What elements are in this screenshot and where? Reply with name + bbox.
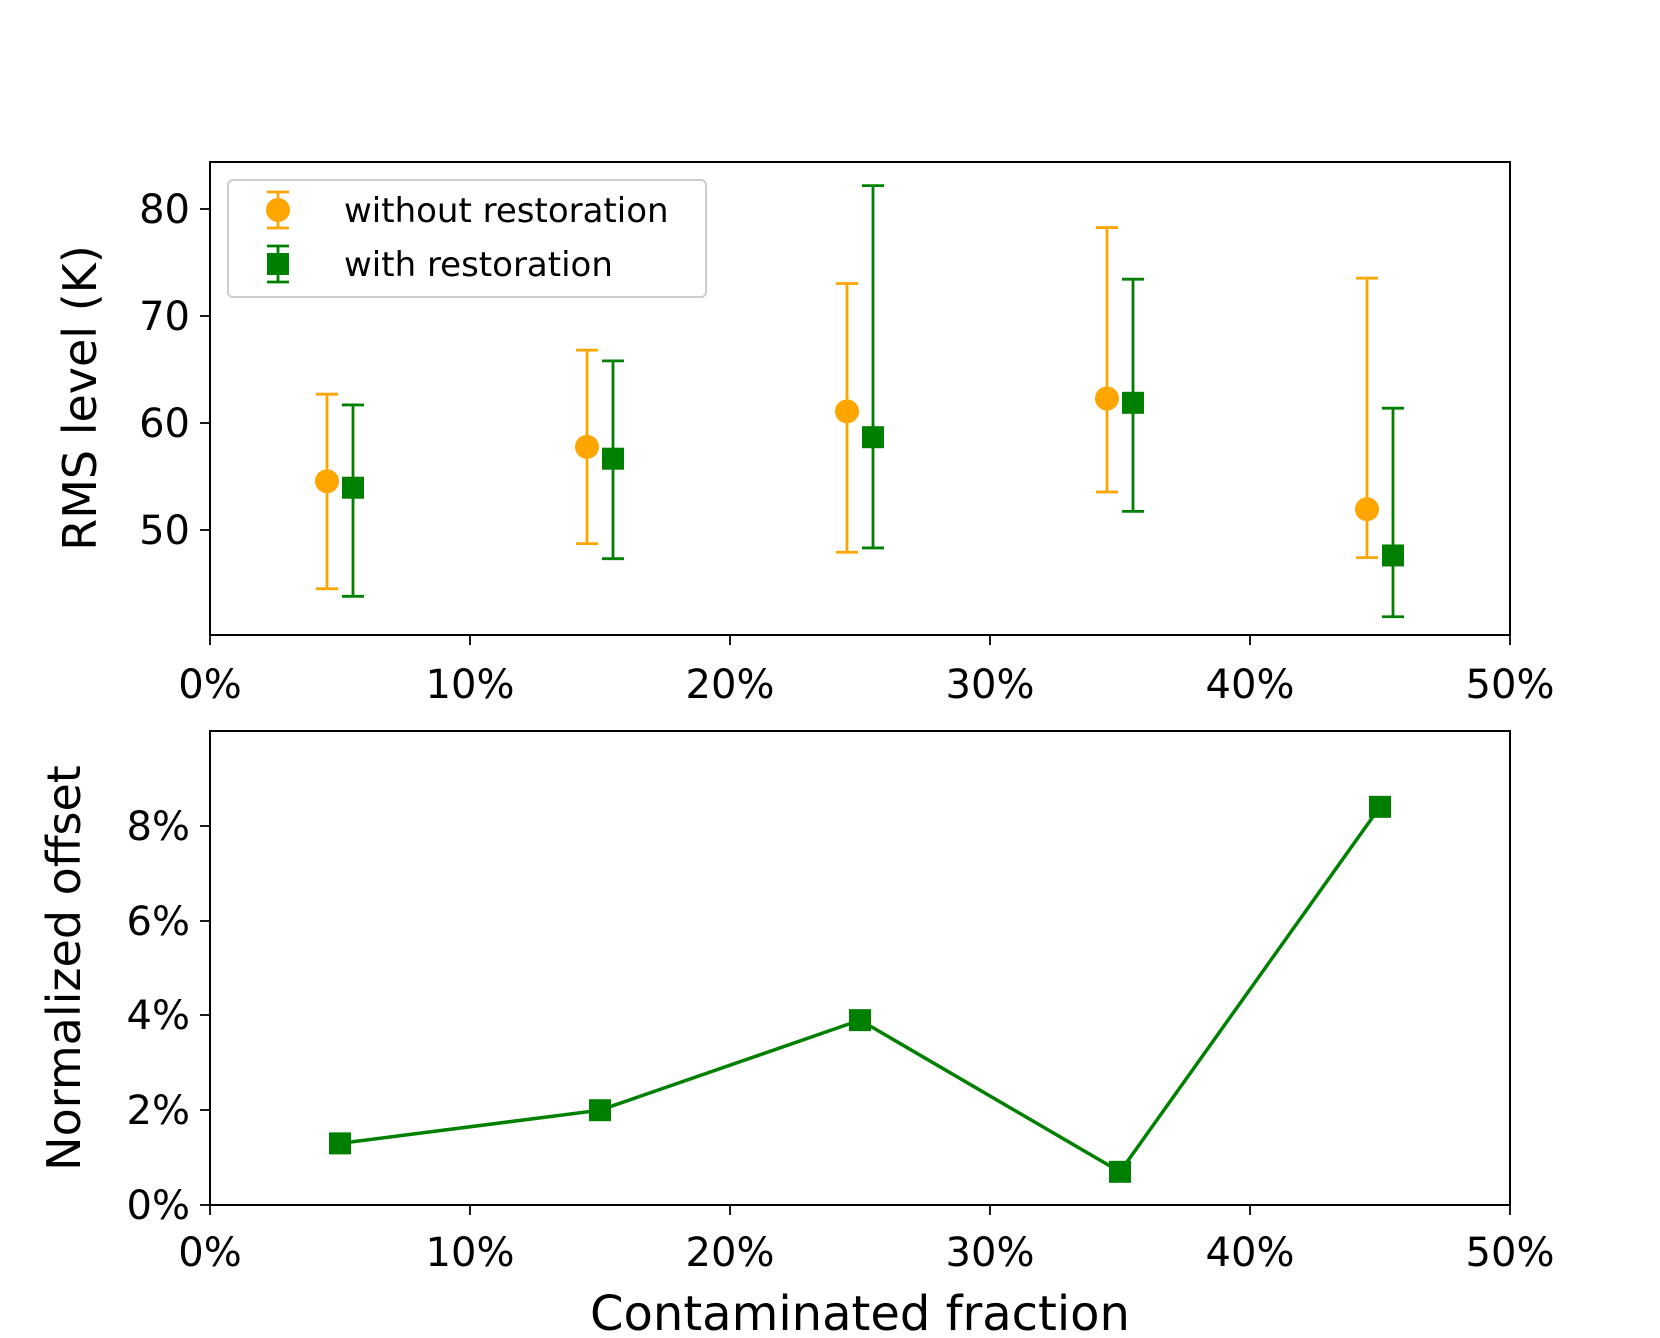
without-restoration-point-1: [575, 434, 599, 459]
with-restoration-point-3: [1122, 391, 1144, 414]
rms-y-axis-label: RMS level (K): [53, 245, 107, 551]
rms-axes-frame: [209, 161, 1511, 636]
offset-point-0: [329, 1132, 351, 1155]
rms-ytick-label-50: 50: [139, 508, 190, 554]
offset-ytick-label-2: 2%: [127, 1088, 190, 1134]
rms-ytick-label-60: 60: [139, 401, 190, 447]
rms-ytick-label-70: 70: [139, 294, 190, 340]
rms-xtick-label-4: 40%: [1206, 662, 1295, 708]
offset-y-axis-label: Normalized offset: [37, 765, 91, 1171]
offset-x-axis-label: Contaminated fraction: [590, 1286, 1130, 1338]
rms-xtick-label-3: 30%: [946, 662, 1035, 708]
legend-frame: [227, 179, 707, 298]
rms-x-ticks: 0% 10% 20% 30% 40% 50%: [178, 635, 1554, 708]
rms-xtick-label-0: 0%: [178, 662, 241, 708]
offset-xtick-label-5: 50%: [1466, 1230, 1555, 1276]
rms-data-marks: [315, 184, 1404, 619]
offset-xtick-label-4: 40%: [1206, 1230, 1295, 1276]
offset-ytick-label-8: 8%: [127, 804, 190, 850]
offset-data-marks: [329, 795, 1391, 1183]
legend-without-restoration-label: without restoration: [344, 191, 669, 231]
with-restoration-point-2: [862, 426, 884, 449]
without-restoration-point-2: [835, 399, 859, 424]
with-restoration-point-1: [602, 447, 624, 470]
rms-y-ticks: 50 60 70 80: [139, 187, 210, 554]
legend-without-restoration-swatch: [266, 190, 290, 230]
legend-with-restoration-swatch: [267, 244, 289, 284]
with-restoration-point-0: [342, 476, 364, 499]
offset-series-line: [339, 805, 1382, 1175]
rms-xtick-label-1: 10%: [426, 662, 515, 708]
offset-point-1: [589, 1099, 611, 1122]
without-restoration-point-3: [1095, 386, 1119, 411]
offset-ytick-label-0: 0%: [127, 1183, 190, 1229]
rms-legend: without restoration with restoration: [227, 179, 707, 298]
offset-point-2: [849, 1009, 871, 1032]
offset-xtick-label-2: 20%: [686, 1230, 775, 1276]
offset-ytick-label-4: 4%: [127, 993, 190, 1039]
offset-x-ticks: 0% 10% 20% 30% 40% 50%: [178, 1205, 1554, 1276]
offset-axes-frame: [209, 730, 1511, 1206]
offset-ytick-label-6: 6%: [127, 899, 190, 945]
offset-point-4: [1369, 795, 1391, 818]
legend-with-restoration-label: with restoration: [344, 245, 613, 285]
without-restoration-point-0: [315, 469, 339, 494]
rms-panel: 0% 10% 20% 30% 40% 50% 50 60 70 80 RMS l…: [53, 161, 1554, 708]
rms-xtick-label-5: 50%: [1466, 662, 1555, 708]
rms-ytick-label-80: 80: [139, 187, 190, 233]
without-restoration-point-4: [1355, 497, 1379, 522]
offset-panel: 0% 10% 20% 30% 40% 50% 0% 2% 4% 6% 8% No…: [37, 730, 1554, 1338]
offset-y-ticks: 0% 2% 4% 6% 8%: [127, 804, 210, 1229]
with-restoration-point-4: [1382, 544, 1404, 567]
rms-xtick-label-2: 20%: [686, 662, 775, 708]
offset-xtick-label-1: 10%: [426, 1230, 515, 1276]
offset-point-3: [1109, 1160, 1131, 1183]
offset-xtick-label-0: 0%: [178, 1230, 241, 1276]
offset-xtick-label-3: 30%: [946, 1230, 1035, 1276]
